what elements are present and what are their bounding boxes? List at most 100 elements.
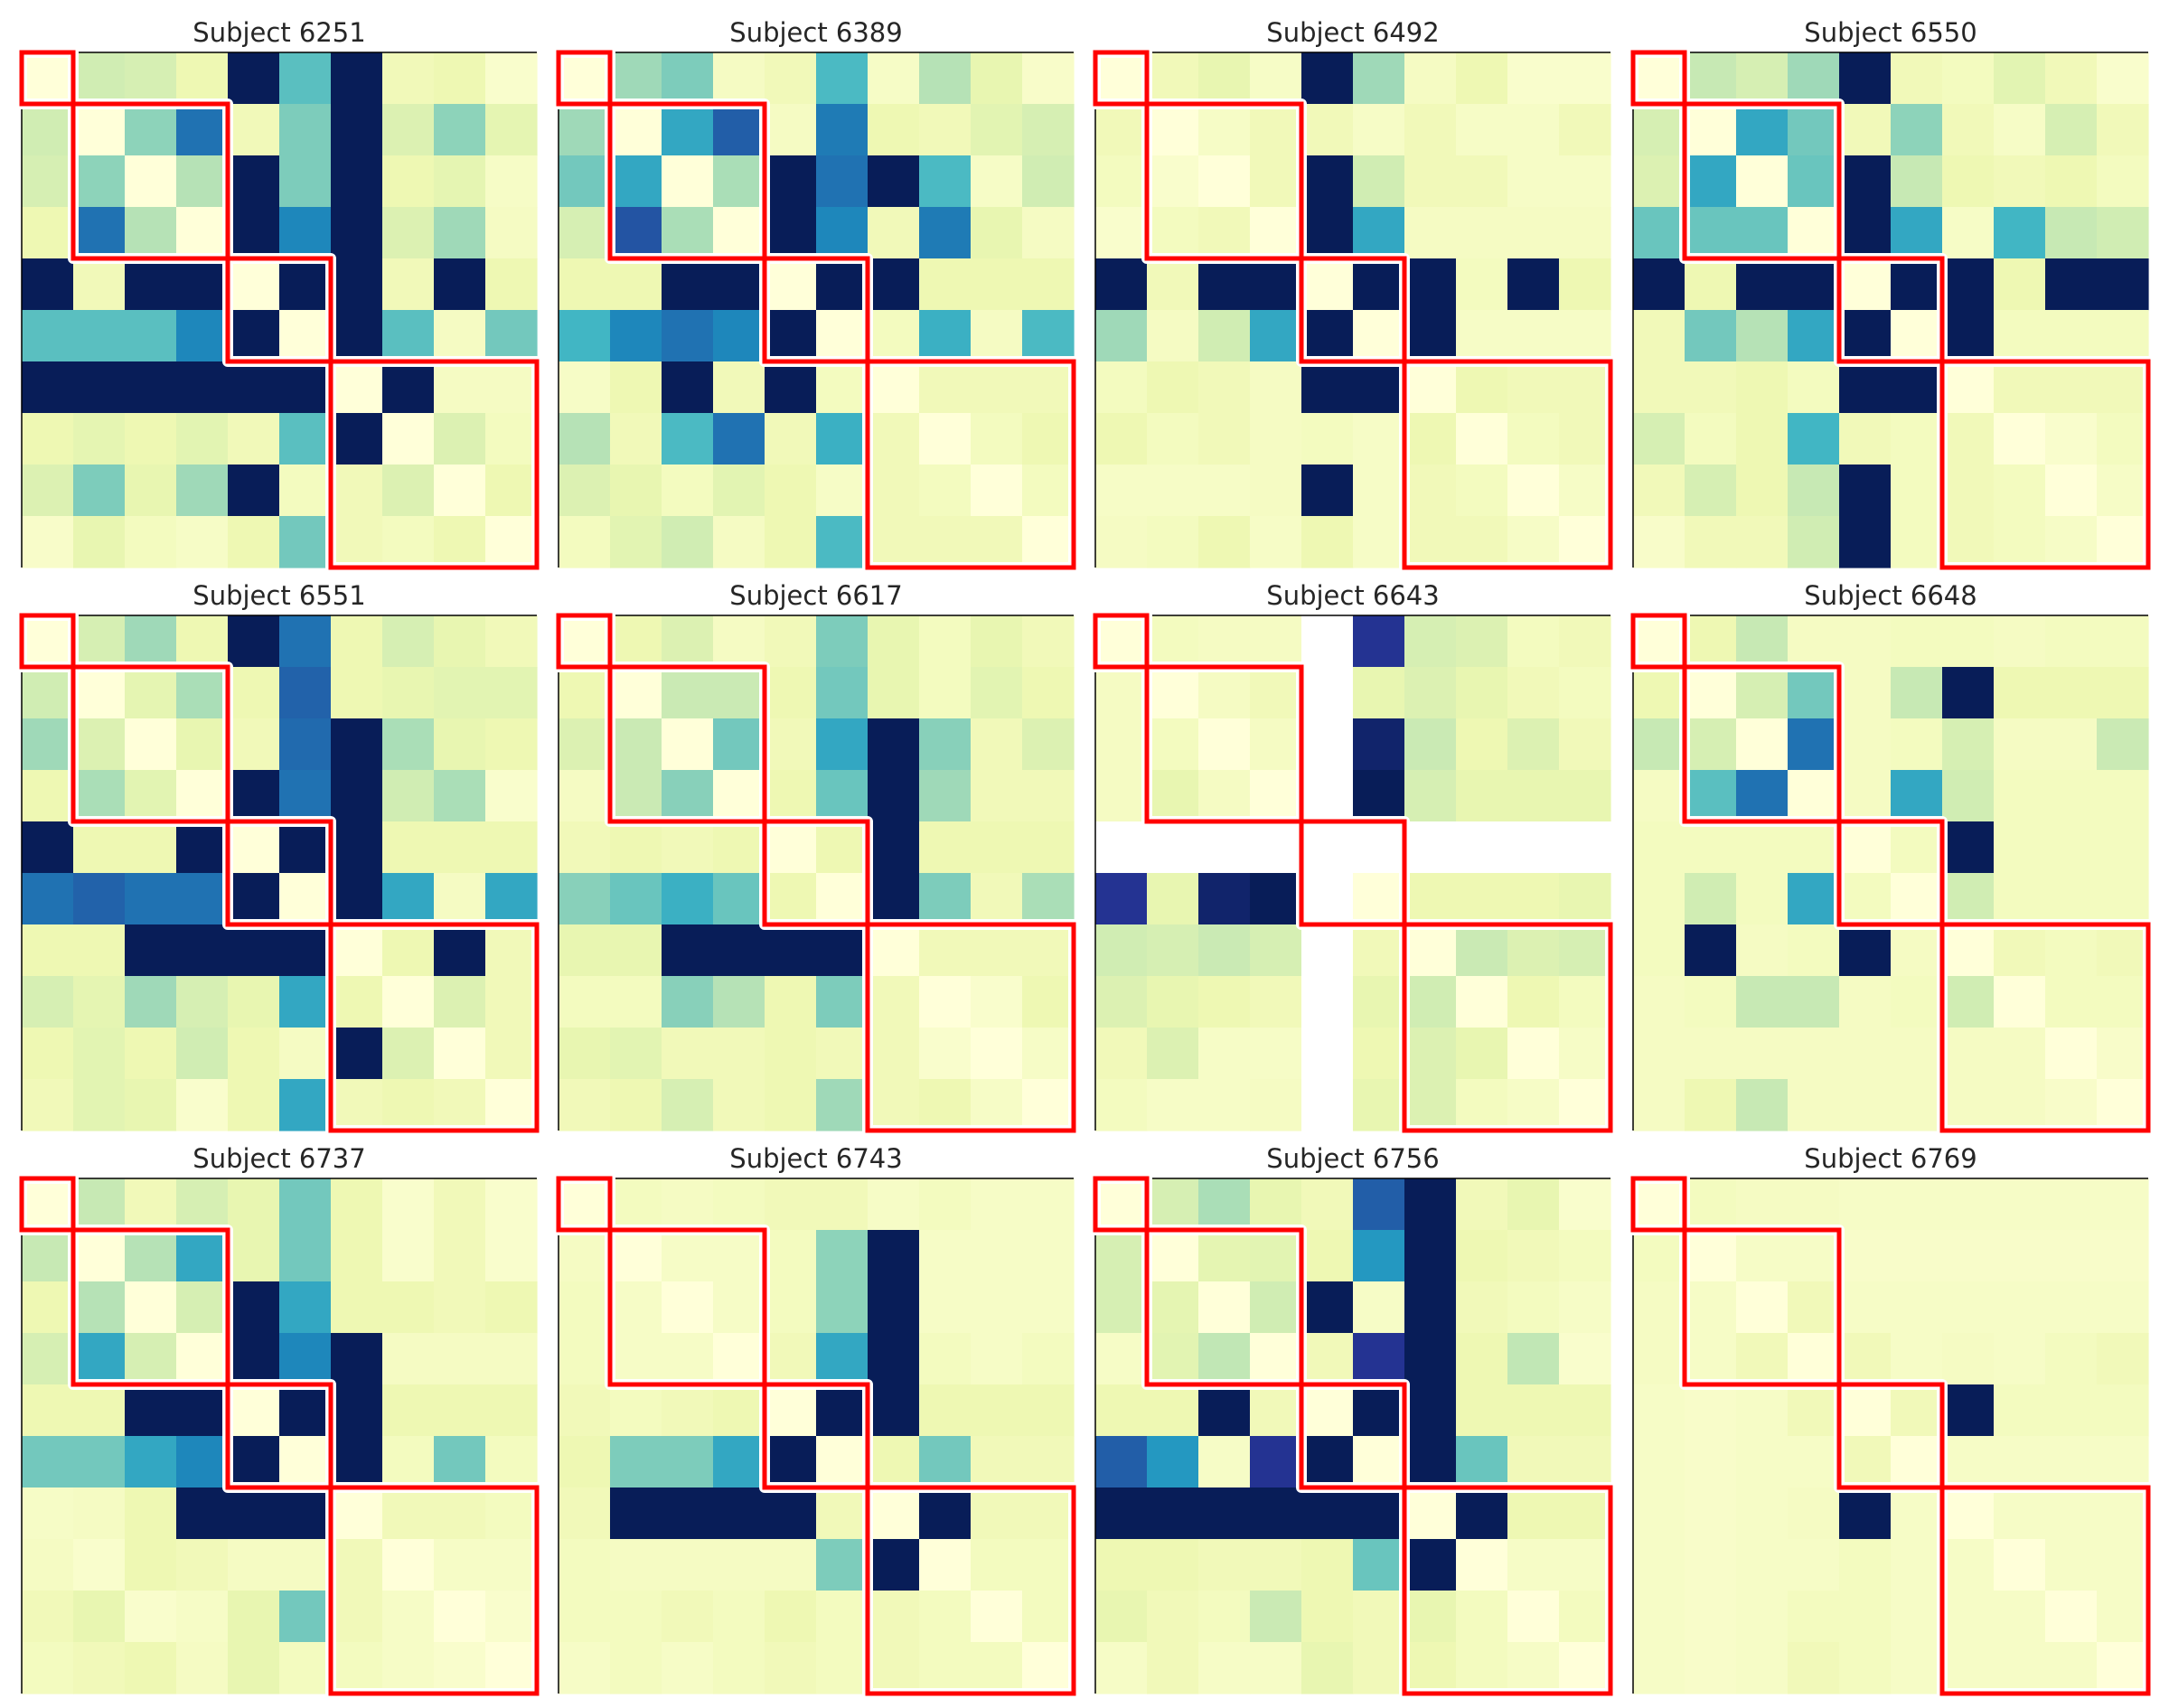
heatmap-cell: [485, 1230, 538, 1282]
heatmap-cell: [125, 873, 177, 925]
heatmap-cell: [1147, 1281, 1199, 1334]
heatmap-cell: [73, 1178, 126, 1231]
heatmap-cell: [1942, 1436, 1995, 1488]
heatmap-cell: [662, 1591, 714, 1643]
heatmap-cell: [816, 1230, 869, 1282]
heatmap-cell: [1942, 155, 1995, 208]
heatmap-cell: [1839, 667, 1892, 719]
heatmap-cell: [125, 413, 177, 465]
heatmap-cell: [1839, 1487, 1892, 1540]
heatmap-cell: [662, 873, 714, 925]
heatmap-cell: [228, 873, 280, 925]
panel-title: Subject 6643: [1266, 580, 1439, 611]
heatmap-cell: [125, 1591, 177, 1643]
heatmap-cell: [1198, 1333, 1251, 1385]
heatmap-cell: [765, 770, 817, 822]
heatmap-cell: [662, 1384, 714, 1437]
heatmap-cell: [382, 413, 435, 465]
heatmap-cell: [868, 310, 920, 362]
heatmap-cell: [1022, 1642, 1075, 1694]
heatmap-cell: [1942, 207, 1995, 259]
heatmap-cell: [559, 310, 611, 362]
heatmap-cell: [176, 155, 229, 208]
heatmap-cell: [1507, 1028, 1560, 1080]
heatmap-cell: [382, 976, 435, 1028]
heatmap-cell: [1147, 207, 1199, 259]
heatmap-cell: [1788, 770, 1840, 822]
heatmap-cell: [1250, 258, 1302, 311]
heatmap-cell: [1559, 873, 1611, 925]
heatmap-cell: [1022, 1079, 1075, 1131]
heatmap-cell: [1685, 1591, 1737, 1643]
heatmap-cell: [1353, 1436, 1405, 1488]
heatmap-cell: [1507, 465, 1560, 517]
heatmap-cell: [1250, 1539, 1302, 1591]
heatmap-cell: [1147, 1384, 1199, 1437]
heatmap-cell: [610, 413, 662, 465]
heatmap-cell: [971, 104, 1023, 156]
heatmap-cell: [765, 718, 817, 771]
heatmap-cell: [919, 104, 972, 156]
heatmap-cell: [816, 1642, 869, 1694]
heatmap-cell: [331, 1384, 383, 1437]
heatmap-cell: [382, 1539, 435, 1591]
heatmap-cell: [2045, 1591, 2098, 1643]
heatmap-cell: [559, 1333, 611, 1385]
heatmap-cell: [919, 52, 972, 105]
heatmap-cell: [1633, 310, 1685, 362]
heatmap-cell: [919, 667, 972, 719]
heatmap-cell: [176, 615, 229, 668]
heatmap-cell: [1736, 1384, 1789, 1437]
heatmap-cell: [1633, 873, 1685, 925]
heatmap-cell: [1456, 1539, 1508, 1591]
heatmap-cell: [765, 615, 817, 668]
heatmap-cell: [919, 1079, 972, 1131]
heatmap-cell: [382, 1591, 435, 1643]
panel-title: Subject 6769: [1804, 1143, 1977, 1174]
heatmap-cell: [228, 1591, 280, 1643]
heatmap-cell: [559, 718, 611, 771]
heatmap-cell: [279, 667, 332, 719]
block-outline: [865, 1485, 1076, 1696]
heatmap-cell: [1301, 104, 1354, 156]
heatmap-cell: [868, 1436, 920, 1488]
heatmap-cell: [485, 821, 538, 874]
heatmap-cell: [2097, 1281, 2149, 1334]
heatmap-cell: [662, 155, 714, 208]
heatmap-cell: [1685, 155, 1737, 208]
heatmap-cell: [1404, 516, 1457, 568]
heatmap-cell: [73, 465, 126, 517]
heatmap-cell: [1198, 310, 1251, 362]
heatmap-cell: [559, 52, 611, 105]
heatmap-cell: [382, 1487, 435, 1540]
heatmap-cell: [1353, 821, 1405, 874]
heatmap-cell: [1404, 1487, 1457, 1540]
heatmap-cell: [1891, 1178, 1943, 1231]
heatmap-cell: [1633, 667, 1685, 719]
heatmap-cell: [22, 976, 74, 1028]
heatmap-cell: [1147, 1230, 1199, 1282]
heatmap-cell: [1736, 976, 1789, 1028]
heatmap-cell: [1507, 1591, 1560, 1643]
heatmap-cell: [1788, 207, 1840, 259]
heatmap-cell: [1839, 104, 1892, 156]
heatmap-cell: [1736, 1333, 1789, 1385]
heatmap-cell: [1095, 924, 1148, 977]
heatmap-cell: [1022, 1539, 1075, 1591]
heatmap-cell: [1633, 361, 1685, 414]
heatmap-cell: [1891, 873, 1943, 925]
heatmap-cell: [559, 976, 611, 1028]
panel-title: Subject 6756: [1266, 1143, 1439, 1174]
heatmap-cell: [485, 718, 538, 771]
heatmap-cell: [176, 1384, 229, 1437]
heatmap-cell: [2097, 1028, 2149, 1080]
heatmap-cell: [331, 873, 383, 925]
heatmap-cell: [73, 413, 126, 465]
heatmap-cell: [610, 667, 662, 719]
heatmap-cell: [1788, 1642, 1840, 1694]
heatmap-cell: [765, 1230, 817, 1282]
heatmap-cell: [1685, 516, 1737, 568]
block-outline: [865, 359, 1076, 570]
heatmap-cell: [610, 1230, 662, 1282]
